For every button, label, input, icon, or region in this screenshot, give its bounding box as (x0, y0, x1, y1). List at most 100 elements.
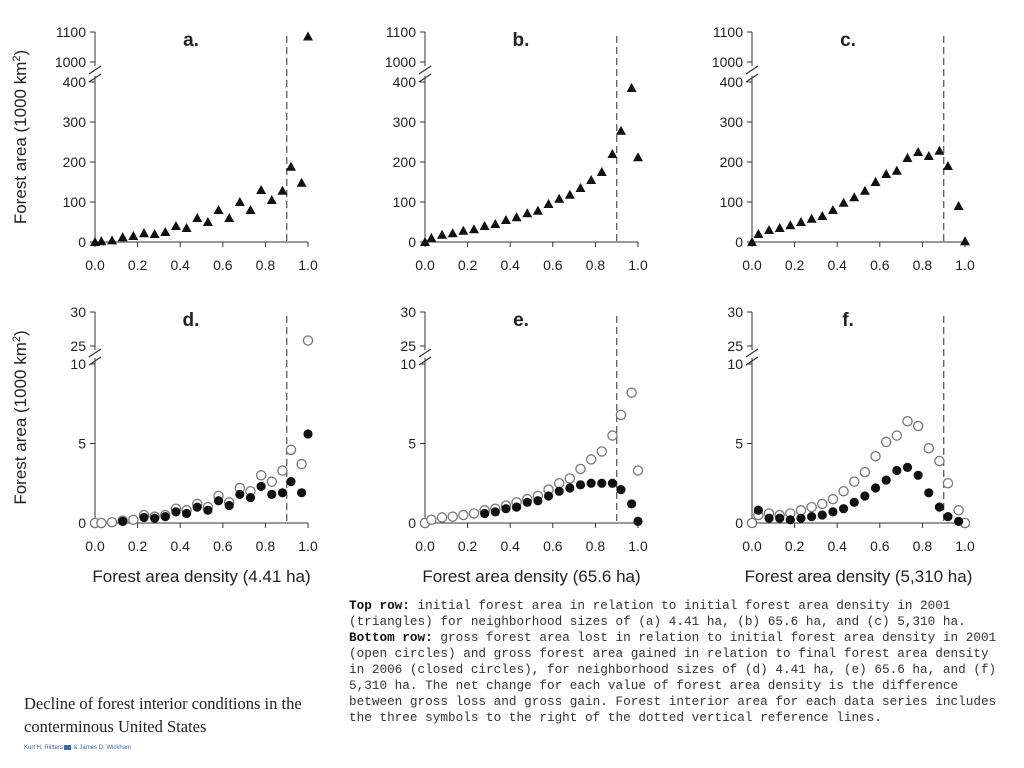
x-tick-label: 0.4 (827, 538, 847, 554)
author-link-wickham[interactable]: & James D. Wickham (72, 745, 132, 752)
triangle-marker (256, 185, 267, 194)
open-circle-marker (447, 511, 458, 522)
closed-circle-marker (892, 465, 902, 476)
triangle-marker (891, 165, 902, 175)
open-circle-marker (953, 505, 964, 516)
open-circle-marker (795, 505, 807, 516)
x-tick-label: 0.2 (785, 538, 805, 554)
triangle-marker (575, 183, 586, 192)
closed-circle-marker (203, 505, 213, 515)
y-tick-label: 100 (63, 194, 87, 210)
open-circle-marker (607, 430, 618, 441)
open-circle-marker (746, 517, 758, 529)
y-tick-label: 1100 (713, 24, 743, 40)
triangle-marker (245, 205, 256, 214)
open-circle-marker (296, 458, 307, 470)
axis-break-mark (745, 65, 759, 75)
y-tick-label: 200 (720, 154, 744, 170)
panel-c: 0 100 200 300 400 1000 1100 0.0 0.2 0.4 0.6 0.8 1.0 c… (712, 24, 975, 273)
triangle-marker (149, 229, 160, 238)
caption-top-row-text: initial forest area in relation to initi… (349, 598, 966, 629)
closed-circle-marker (828, 507, 838, 517)
closed-circle-marker (775, 513, 785, 523)
closed-circle-marker (480, 508, 490, 519)
closed-circle-marker (597, 478, 607, 488)
panel-d: 0 5 10 25 30 0.0 0.2 0.4 0.6 0.8 1.0 d. Forest area … (11, 304, 318, 586)
x-axis-label: Forest area density (4.41 ha) (92, 567, 310, 586)
open-circle-marker (468, 508, 480, 519)
closed-circle-marker (565, 483, 575, 493)
y-tick-label: 5 (735, 436, 743, 452)
triangle-marker (764, 225, 775, 234)
closed-circle-marker (607, 478, 618, 488)
triangle-marker (881, 169, 892, 178)
y-tick-label: 400 (63, 74, 87, 90)
closed-circle-marker (277, 488, 288, 498)
axis-break-mark (418, 65, 432, 75)
y-tick-label: 0 (735, 515, 743, 531)
triangle-marker (554, 193, 565, 203)
open-circle-marker (632, 465, 644, 476)
triangle-marker (934, 145, 945, 155)
closed-circle-marker (849, 497, 859, 507)
triangle-marker (224, 213, 235, 222)
open-circle-marker (285, 444, 297, 456)
y-tick-label: 300 (63, 114, 87, 130)
open-circle-marker (575, 463, 586, 475)
closed-circle-marker (796, 513, 806, 523)
triangle-marker (266, 195, 277, 204)
triangle-marker (785, 220, 796, 230)
y-tick-label: 0 (408, 234, 416, 250)
panel-f: 0 5 10 25 30 0.0 0.2 0.4 0.6 0.8 1.0 f. Forest area … (727, 304, 975, 586)
closed-circle-marker (501, 504, 511, 514)
closed-circle-marker (627, 499, 637, 509)
closed-circle-marker (860, 491, 870, 501)
closed-circle-marker (235, 489, 245, 499)
open-circle-marker (626, 387, 637, 398)
email-icon[interactable] (64, 745, 72, 750)
triangle-marker (511, 212, 522, 222)
open-circle-marker (942, 477, 954, 489)
y-tick-label: 5 (78, 436, 86, 452)
open-circle-marker (615, 409, 627, 421)
closed-circle-marker (522, 497, 532, 507)
x-tick-label: 0.6 (870, 538, 890, 554)
y-tick-label: 1000 (385, 54, 416, 70)
open-circle-marker (806, 501, 817, 513)
open-circle-marker (880, 436, 892, 448)
x-tick-label: 1.0 (298, 257, 318, 273)
caption-top-row-label: Top row: (349, 598, 410, 613)
triangle-marker (458, 225, 469, 235)
open-circle-marker (426, 514, 437, 526)
x-tick-label: 1.0 (955, 538, 975, 554)
x-tick-label: 0.8 (586, 538, 606, 554)
x-tick-label: 0.4 (500, 538, 520, 554)
axis-break-mark (745, 73, 759, 83)
closed-circle-marker (913, 470, 923, 480)
x-tick-label: 1.0 (628, 257, 648, 273)
open-circle-marker (923, 443, 935, 454)
y-tick-label: 400 (720, 74, 744, 90)
closed-circle-marker (924, 488, 934, 498)
triangle-marker (479, 221, 490, 230)
triangle-marker (522, 208, 533, 218)
open-circle-marker (891, 430, 903, 441)
axis-break-mark (88, 348, 102, 358)
x-tick-label: 0.0 (742, 538, 762, 554)
closed-circle-marker (160, 512, 170, 522)
author-link-riitters[interactable]: Kurt H. Riitters (24, 745, 64, 752)
x-tick-label: 0.4 (500, 257, 520, 273)
triangle-marker (107, 235, 118, 245)
triangle-marker (117, 232, 128, 242)
triangle-marker (532, 205, 543, 215)
triangle-marker (817, 211, 828, 220)
closed-circle-marker (490, 507, 500, 517)
x-tick-label: 0.2 (458, 257, 478, 273)
axis-break-mark (418, 73, 432, 83)
x-tick-label: 1.0 (628, 538, 648, 554)
open-circle-marker (128, 514, 139, 526)
open-circle-marker (596, 446, 608, 457)
open-circle-marker (436, 512, 448, 523)
triangle-marker (181, 223, 192, 232)
closed-circle-marker (245, 492, 256, 503)
